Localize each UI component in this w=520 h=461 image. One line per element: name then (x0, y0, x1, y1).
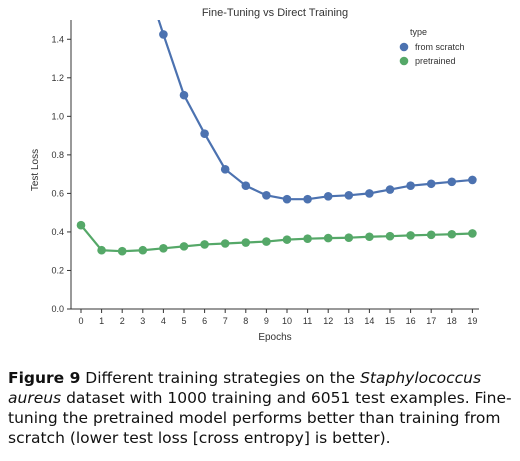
legend-label: from scratch (415, 42, 465, 52)
x-tick-label: 4 (161, 316, 166, 326)
data-point-pretrained (303, 234, 312, 243)
data-point-from-scratch (282, 194, 292, 204)
data-point-pretrained (323, 233, 333, 243)
y-tick-label: 1.0 (51, 111, 64, 121)
data-point-from-scratch (200, 129, 209, 138)
data-point-pretrained (365, 232, 374, 242)
data-point-from-scratch (344, 191, 354, 200)
data-point-from-scratch (468, 175, 477, 185)
data-point-pretrained (344, 233, 354, 243)
data-point-from-scratch (426, 179, 436, 189)
x-tick-label: 17 (426, 316, 436, 326)
series-layer (76, 20, 477, 256)
caption-text-after: dataset with 1000 training and 6051 test… (8, 389, 512, 447)
x-tick-label: 13 (344, 316, 354, 326)
x-tick-label: 18 (447, 316, 457, 326)
data-point-pretrained (406, 231, 415, 240)
y-axis-label: Test Loss (30, 149, 41, 191)
data-point-pretrained (468, 229, 477, 238)
data-point-pretrained (179, 242, 189, 251)
data-point-pretrained (200, 240, 209, 249)
data-point-from-scratch (385, 185, 395, 194)
data-point-pretrained (282, 235, 292, 244)
data-point-pretrained (117, 246, 127, 256)
x-axis-label: Epochs (258, 332, 291, 343)
data-point-pretrained (159, 244, 168, 253)
x-tick-label: 19 (467, 316, 477, 326)
x-tick-label: 8 (243, 316, 248, 326)
data-point-pretrained (138, 245, 148, 255)
data-point-from-scratch (303, 194, 312, 204)
data-point-pretrained (385, 231, 395, 241)
data-point-from-scratch (323, 191, 333, 201)
x-tick-label: 0 (78, 316, 83, 326)
data-point-pretrained (447, 229, 457, 239)
legend-label: pretrained (415, 56, 456, 66)
x-tick-label: 2 (120, 316, 125, 326)
caption-species: Staphylococcus aureus (8, 369, 482, 407)
y-tick-label: 0.8 (51, 150, 64, 160)
legend-marker (399, 56, 409, 66)
chart-axes: 0.00.20.40.60.81.01.21.40 1 2 3 4 5 6 7 8 9 10 11 12… (51, 20, 479, 326)
x-tick-label: 3 (140, 316, 145, 326)
x-tick-label: 15 (385, 316, 395, 326)
data-point-from-scratch (365, 189, 374, 198)
data-point-pretrained (76, 220, 86, 230)
x-tick-label: 7 (223, 316, 228, 326)
data-point-from-scratch (406, 181, 415, 190)
legend-title: type (410, 27, 427, 37)
caption-text-before: Different training strategies on the (80, 369, 361, 387)
x-tick-label: 1 (99, 316, 104, 326)
y-tick-label: 0.6 (51, 188, 64, 198)
data-point-from-scratch (262, 191, 271, 200)
line-chart: Fine-Tuning vs Direct Training 0.0 0.2 0.4… (30, 7, 479, 343)
x-tick-label: 12 (323, 316, 333, 326)
data-point-from-scratch (220, 165, 230, 174)
x-tick-label: 6 (202, 316, 207, 326)
data-point-from-scratch (241, 181, 251, 190)
x-tick-label: 11 (303, 316, 312, 326)
y-tick-label: 0.2 (51, 265, 64, 275)
figure-caption: Figure 9 Different training strategies o… (8, 368, 514, 448)
y-tick-label: 0.0 (51, 304, 64, 314)
x-tick-label: 10 (282, 316, 292, 326)
x-tick-label: 16 (406, 316, 416, 326)
data-point-from-scratch (447, 177, 457, 187)
data-point-pretrained (220, 239, 230, 248)
figure-label: Figure 9 (8, 369, 81, 387)
x-tick-label: 5 (181, 316, 186, 326)
y-tick-label: 1.2 (51, 73, 64, 83)
legend: type from scratch pretrained (399, 27, 465, 66)
y-tick-label: 0.4 (51, 227, 64, 237)
data-point-pretrained (426, 230, 436, 240)
data-point-from-scratch (179, 90, 189, 100)
data-point-pretrained (97, 245, 106, 255)
data-point-from-scratch (159, 30, 168, 39)
legend-marker (399, 42, 409, 52)
y-tick-label: 1.4 (51, 34, 64, 44)
x-tick-label: 14 (364, 316, 374, 326)
data-point-pretrained (241, 238, 251, 247)
chart-title: Fine-Tuning vs Direct Training (202, 7, 348, 19)
x-tick-label: 9 (264, 316, 269, 326)
data-point-pretrained (262, 237, 271, 246)
